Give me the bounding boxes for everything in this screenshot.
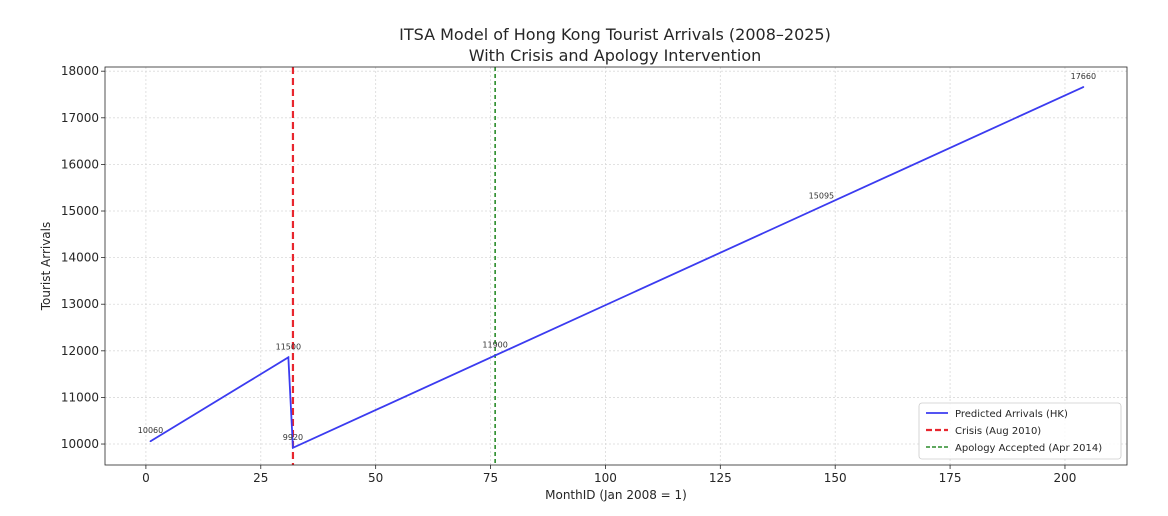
x-tick-label: 25: [253, 471, 268, 485]
intervention-lines: [291, 67, 496, 465]
data-label: 17660: [1071, 72, 1096, 81]
data-labels: 10060 11500 9920 11900 15095 17660: [138, 72, 1096, 442]
data-label: 9920: [283, 433, 303, 442]
legend-label: Predicted Arrivals (HK): [955, 409, 1068, 420]
y-tick-label: 12000: [61, 344, 99, 358]
data-label: 11500: [276, 342, 301, 351]
y-tick-label: 15000: [61, 204, 99, 218]
data-label: 11900: [482, 340, 507, 349]
legend: Predicted Arrivals (HK) Crisis (Aug 2010)…: [918, 402, 1122, 460]
plot-frame: [104, 66, 1128, 466]
axis-ticks: 0 25 50 75 100 125 150 175 200 10000 11000 12000 130…: [61, 64, 1077, 485]
data-label: 10060: [138, 426, 163, 435]
x-tick-label: 150: [824, 471, 847, 485]
y-tick-label: 16000: [61, 157, 99, 171]
chart-subtitle: With Crisis and Apology Intervention: [469, 46, 762, 65]
chart-title: ITSA Model of Hong Kong Tourist Arrivals…: [399, 25, 831, 44]
legend-label: Apology Accepted (Apr 2014): [955, 443, 1102, 454]
x-tick-label: 75: [483, 471, 498, 485]
legend-label: Crisis (Aug 2010): [955, 426, 1041, 437]
legend-box: [918, 402, 1122, 460]
data-point: [292, 446, 294, 449]
x-tick-label: 175: [939, 471, 962, 485]
y-tick-label: 17000: [61, 111, 99, 125]
series-lines: [149, 86, 1085, 450]
x-tick-label: 200: [1054, 471, 1077, 485]
x-axis-label: MonthID (Jan 2008 = 1): [545, 488, 687, 502]
x-tick-label: 100: [594, 471, 617, 485]
y-tick-label: 18000: [61, 64, 99, 78]
x-tick-label: 0: [142, 471, 150, 485]
y-tick-label: 10000: [61, 437, 99, 451]
x-tick-label: 50: [368, 471, 383, 485]
y-tick-label: 14000: [61, 251, 99, 265]
data-point: [1082, 86, 1085, 88]
data-label: 15095: [809, 192, 834, 201]
series-line: [150, 86, 1084, 450]
y-tick-label: 11000: [61, 390, 99, 404]
x-tick-label: 125: [709, 471, 732, 485]
y-axis-label: Tourist Arrivals: [39, 222, 53, 312]
y-tick-label: 13000: [61, 297, 99, 311]
data-point: [149, 440, 152, 443]
data-point: [287, 356, 290, 359]
